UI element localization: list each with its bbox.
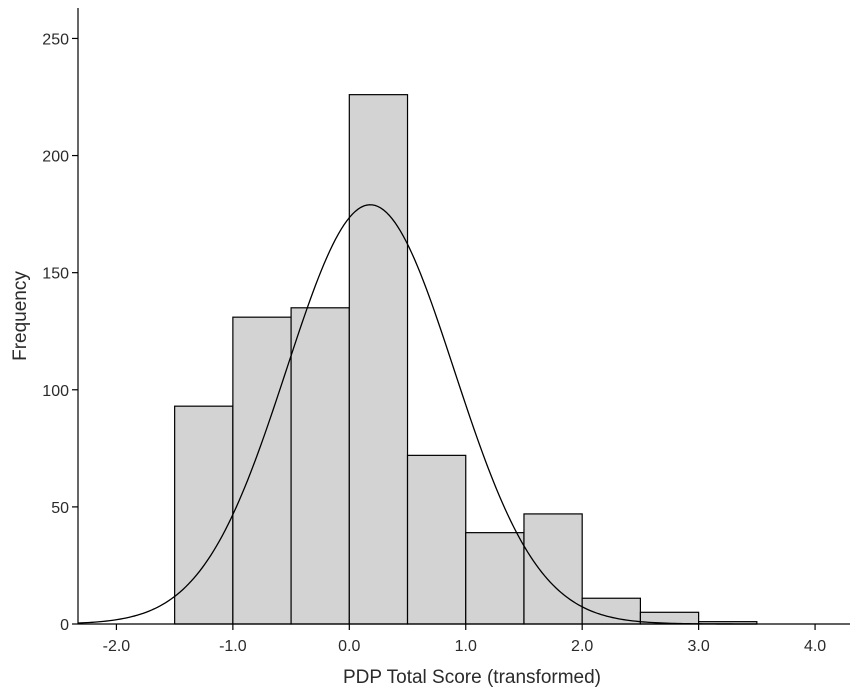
histogram-bar (290, 307, 350, 625)
x-tick-label: -2.0 (103, 638, 131, 655)
y-tick-label: 250 (42, 31, 69, 48)
y-tick-label: 100 (42, 383, 69, 400)
y-axis-title: Frequency (10, 271, 31, 361)
x-axis-title: PDP Total Score (transformed) (343, 667, 601, 688)
histogram-bar (348, 94, 409, 625)
histogram-bar (232, 316, 292, 625)
histogram-bar (523, 513, 583, 625)
x-tick-label: 1.0 (455, 638, 477, 655)
x-tick-label: 4.0 (804, 638, 826, 655)
y-tick-label: 200 (42, 149, 69, 166)
y-ticks: 0 50 100 150 200 250 (42, 31, 78, 634)
histogram-bars (174, 94, 758, 625)
x-tick-label: 3.0 (688, 638, 710, 655)
y-tick-label: 50 (51, 500, 69, 517)
histogram-bar (174, 405, 234, 625)
histogram-bar (406, 454, 467, 625)
y-tick-label: 150 (42, 266, 69, 283)
x-tick-label: 0.0 (338, 638, 360, 655)
x-tick-label: -1.0 (219, 638, 247, 655)
y-tick-label: 0 (60, 617, 69, 634)
x-ticks: -2.0 -1.0 0.0 1.0 2.0 3.0 4.0 (103, 624, 826, 655)
normal-curve (77, 204, 757, 625)
histogram-bar (465, 532, 525, 625)
x-tick-label: 2.0 (571, 638, 593, 655)
